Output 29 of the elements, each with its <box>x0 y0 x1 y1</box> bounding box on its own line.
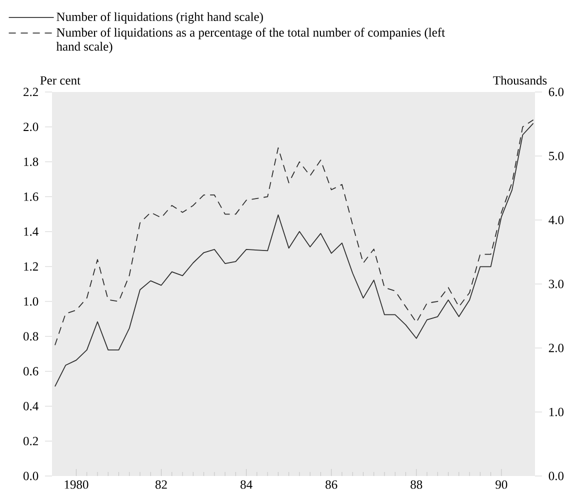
legend-label: Number of liquidations as a percentage of the total number of companies (left hand scale) <box>56 28 445 54</box>
y2-tick-label: 6.0 <box>548 88 564 96</box>
y2-tick-label: 0.0 <box>548 472 564 480</box>
legend-label: Number of liquidations (right hand scale) <box>56 12 263 24</box>
y-tick-label: 2.0 <box>24 122 38 132</box>
y2-tick-label: 5.0 <box>549 152 564 160</box>
y-tick-label: 0.4 <box>23 402 38 410</box>
y-tick-label: 0.8 <box>23 332 38 341</box>
y-tick-label: 1.8 <box>24 158 38 166</box>
y-axis-title: Per cent <box>40 76 80 85</box>
y2-axis-title: Thousands <box>493 76 547 85</box>
y-tick-label: 0.2 <box>23 436 38 446</box>
x-tick-label: 82 <box>155 480 167 489</box>
x-tick-label: 84 <box>240 480 252 489</box>
x-tick-label: 88 <box>410 480 422 489</box>
y2-tick-label: 2.0 <box>548 344 564 352</box>
y-tick-label: 1.2 <box>24 262 38 271</box>
y-tick-label: 0.6 <box>23 367 38 376</box>
y-tick-label: 1.0 <box>24 297 38 306</box>
y-tick-label: 2.2 <box>24 88 38 96</box>
y2-tick-label: 4.0 <box>548 216 564 224</box>
y-tick-label: 1.4 <box>24 227 38 236</box>
y2-tick-label: 3.0 <box>548 280 564 288</box>
y2-tick-label: 1.0 <box>549 408 564 416</box>
y-tick-label: 0.0 <box>23 472 38 480</box>
x-tick-label: 90 <box>496 480 508 489</box>
y-tick-label: 1.6 <box>24 192 38 201</box>
x-tick-label: 86 <box>326 480 338 489</box>
x-tick-label: 1980 <box>64 480 88 489</box>
